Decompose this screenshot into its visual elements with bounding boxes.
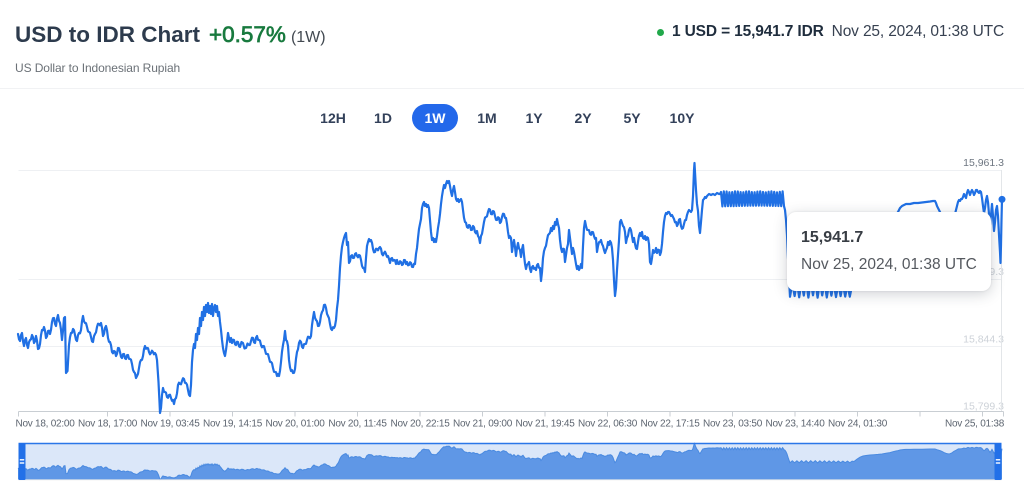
svg-text:Nov 24, 01:30: Nov 24, 01:30 [828,419,888,430]
svg-text:Nov 22, 06:30: Nov 22, 06:30 [578,419,638,430]
svg-text:15,961.3: 15,961.3 [963,157,1004,169]
svg-text:Nov 22, 17:15: Nov 22, 17:15 [640,419,700,430]
svg-text:Nov 21, 09:00: Nov 21, 09:00 [453,419,513,430]
svg-text:Nov 19, 03:45: Nov 19, 03:45 [140,419,200,430]
svg-text:Nov 18, 02:00: Nov 18, 02:00 [15,419,75,430]
svg-text:Nov 23, 14:40: Nov 23, 14:40 [765,419,825,430]
svg-text:Nov 25, 01:38: Nov 25, 01:38 [945,419,1005,430]
svg-text:15,799.3: 15,799.3 [963,401,1004,413]
svg-text:Nov 18, 17:00: Nov 18, 17:00 [78,419,138,430]
svg-text:Nov 20, 22:15: Nov 20, 22:15 [390,419,450,430]
svg-text:15,844.3: 15,844.3 [963,334,1004,346]
svg-text:Nov 20, 01:00: Nov 20, 01:00 [265,419,325,430]
svg-text:Nov 21, 19:45: Nov 21, 19:45 [515,419,575,430]
svg-text:Nov 19, 14:15: Nov 19, 14:15 [203,419,263,430]
svg-text:Nov 20, 11:45: Nov 20, 11:45 [328,419,387,430]
svg-text:Nov 23, 03:50: Nov 23, 03:50 [703,419,763,430]
